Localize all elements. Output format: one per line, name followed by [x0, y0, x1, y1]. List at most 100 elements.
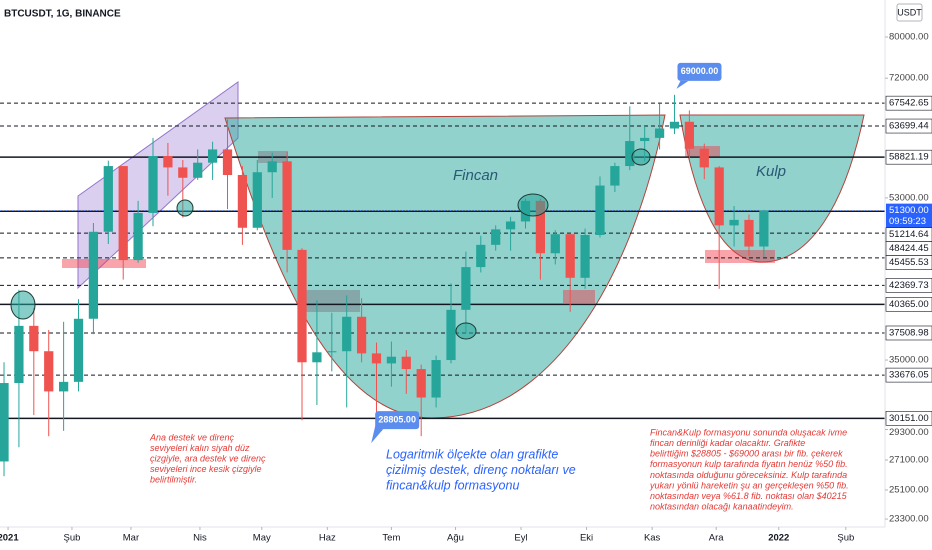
candle-body — [491, 229, 501, 245]
level-label-box — [885, 255, 932, 270]
level-label: 67542.65 — [889, 98, 929, 109]
candle-body — [327, 351, 337, 353]
candle-body — [759, 210, 769, 247]
candle-body — [44, 351, 54, 392]
candle-body — [163, 155, 173, 168]
candle-body — [505, 221, 516, 230]
candle-body — [625, 141, 635, 167]
y-tick-label: 53000.00 — [889, 192, 929, 203]
candle-body — [0, 383, 9, 462]
y-tick-label: 23300.00 — [889, 514, 929, 525]
unit-box[interactable] — [896, 3, 923, 22]
candle-body — [684, 121, 694, 149]
candle-body — [580, 234, 590, 278]
note-left: seviyeleri ince kesik çizgiyle — [150, 464, 262, 474]
note-center: fincan&kulp formasyonu — [386, 478, 519, 492]
price-axis — [885, 0, 932, 550]
x-tick-label: 2022 — [768, 533, 789, 544]
x-tick-label: Mar — [123, 533, 139, 544]
level-label-box — [885, 149, 932, 165]
y-tick-label: 35000.00 — [889, 355, 929, 366]
candle-body — [446, 309, 456, 361]
level-label: 58821.19 — [889, 152, 929, 163]
bottom-label: 28805.00 — [378, 415, 416, 425]
candle-body — [401, 356, 411, 370]
level-label: 30151.00 — [889, 413, 929, 424]
candle-body — [654, 128, 665, 138]
note-left: çizgiyle, ara destek ve direnç — [150, 453, 266, 463]
x-tick-label: May — [253, 533, 271, 544]
unit-label: USDT — [897, 7, 922, 17]
note-right: fincan derinliği kadar olacaktır. Grafik… — [650, 438, 805, 448]
note-right: formasyonun kulp tarafında fiyatın henüz… — [650, 459, 848, 469]
level-label: 37508.98 — [889, 328, 929, 339]
candle-body — [595, 185, 605, 235]
level-label: 45455.53 — [889, 257, 929, 268]
highlight-circle — [10, 290, 36, 320]
candle-body — [461, 267, 471, 310]
note-left: Ana destek ve direnç — [149, 432, 235, 442]
candle-body — [193, 162, 203, 178]
note-left: seviyeleri kalın siyah düz — [150, 443, 250, 453]
candle-body — [535, 200, 546, 254]
note-right: Fincan&Kulp formasyonu sonunda oluşacak … — [650, 427, 847, 437]
zone — [62, 259, 146, 268]
chart-title: BTCUSDT, 1G, BINANCE — [4, 9, 121, 20]
highlight-circle — [455, 322, 477, 340]
level-label-box — [885, 297, 932, 312]
level-label-box — [885, 118, 932, 134]
candle-body — [282, 161, 292, 250]
candle-body — [640, 137, 650, 142]
candle-body — [476, 244, 486, 268]
note-right: yukarı yönlü hareketin şu an gerçekleşen… — [649, 480, 849, 490]
callout-pointer — [676, 80, 689, 89]
candle-body — [222, 149, 233, 175]
candle-body — [744, 219, 754, 247]
note-right: noktasından veya %61.8 fib. noktası olan… — [650, 491, 848, 501]
handle-label: Kulp — [756, 163, 786, 180]
candle-body — [356, 316, 367, 354]
candle-body — [73, 318, 84, 382]
candle-body — [729, 219, 739, 226]
note-center: Logaritmik ölçekte olan grafikte — [386, 447, 558, 461]
level-label-box — [885, 278, 932, 293]
x-tick-label: Şub — [64, 533, 81, 544]
bottom-callout — [375, 411, 420, 430]
peak-label: 69000.00 — [681, 66, 719, 76]
zone — [563, 290, 595, 303]
candle-body — [386, 356, 397, 364]
level-label: 51214.64 — [889, 229, 929, 240]
candle-body — [714, 167, 724, 226]
y-tick-label: 27100.00 — [889, 455, 929, 466]
highlight-circle — [176, 199, 194, 217]
candle-body — [252, 172, 262, 228]
level-label: 48424.45 — [889, 243, 929, 254]
x-tick-label: 2021 — [0, 533, 19, 544]
note-right: noktasında olduğunu göreceksiniz. Kulp t… — [650, 470, 847, 480]
level-label: 40365.00 — [889, 299, 929, 310]
level-label: 42369.73 — [889, 280, 929, 291]
candle-body — [610, 166, 620, 186]
x-tick-label: Nis — [193, 533, 207, 544]
x-tick-label: Şub — [837, 533, 854, 544]
note-right: noktasından olacağı kanaatindeyim. — [650, 502, 794, 512]
candle-body — [565, 234, 575, 278]
candle-body — [237, 174, 248, 228]
level-label-box — [885, 325, 932, 341]
level-label-box — [885, 367, 932, 383]
zone — [705, 250, 775, 263]
handle-shape — [679, 114, 865, 263]
candle-body — [103, 166, 113, 232]
callout-pointer — [371, 426, 384, 444]
x-tick-label: Tem — [382, 533, 400, 544]
level-label-box — [885, 95, 932, 111]
candle-body — [699, 148, 709, 168]
candle-body — [29, 325, 39, 352]
x-tick-label: Eki — [580, 533, 593, 544]
candle-body — [371, 353, 382, 364]
x-tick-label: Kas — [644, 533, 661, 544]
y-tick-label: 80000.00 — [889, 32, 929, 43]
candle-body — [118, 166, 128, 261]
note-center: çizilmiş destek, direnç noktaları ve — [386, 463, 576, 477]
x-tick-label: Ağu — [447, 533, 464, 544]
